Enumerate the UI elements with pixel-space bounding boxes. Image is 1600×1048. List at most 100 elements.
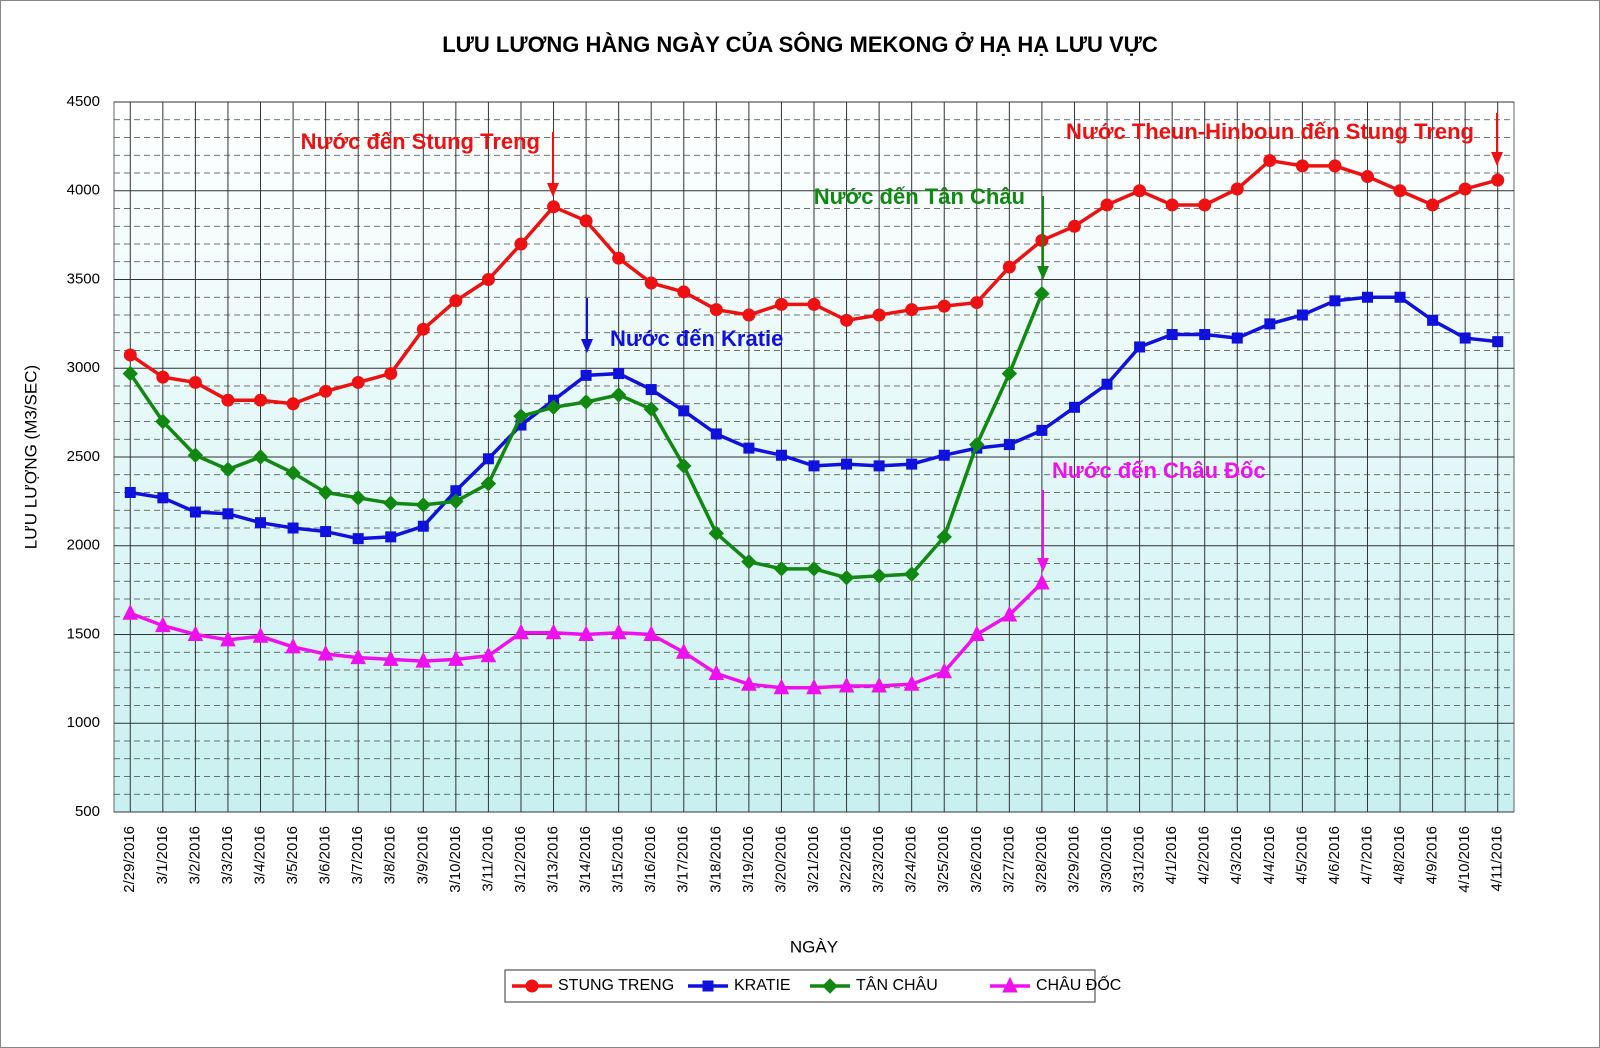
- data-point: [1296, 309, 1308, 321]
- data-point: [1035, 233, 1049, 247]
- data-point: [742, 308, 756, 322]
- data-point: [255, 517, 267, 529]
- data-point: [1230, 182, 1244, 196]
- data-point: [610, 387, 627, 403]
- data-point: [1133, 184, 1147, 198]
- x-tick-label: 3/9/2016: [414, 826, 431, 884]
- x-tick-label: 3/24/2016: [903, 826, 920, 893]
- data-point: [710, 428, 722, 440]
- data-point: [1458, 182, 1472, 196]
- data-point: [643, 401, 659, 417]
- data-point: [415, 497, 432, 513]
- data-point: [676, 458, 692, 474]
- x-tick-label: 3/20/2016: [772, 826, 789, 893]
- x-tick-label: 3/21/2016: [805, 826, 822, 893]
- arrow-head: [581, 339, 593, 353]
- data-point: [1427, 314, 1439, 326]
- data-point: [774, 297, 788, 311]
- data-point: [124, 487, 136, 498]
- y-tick-label: 3500: [67, 270, 100, 287]
- data-point: [1165, 198, 1179, 212]
- x-axis-label: NGÀY: [790, 937, 838, 956]
- data-point: [448, 493, 464, 510]
- x-tick-label: 3/16/2016: [642, 826, 659, 893]
- data-point: [1067, 219, 1081, 233]
- data-point: [806, 561, 822, 577]
- y-tick-label: 2000: [67, 537, 100, 554]
- data-point: [1068, 401, 1080, 413]
- data-point: [579, 214, 593, 228]
- data-point: [384, 367, 398, 381]
- x-tick-label: 3/31/2016: [1131, 826, 1148, 893]
- data-point: [1329, 295, 1341, 307]
- data-point: [482, 453, 494, 465]
- data-point: [1393, 184, 1407, 198]
- data-point: [741, 675, 757, 691]
- legend-marker: [1002, 976, 1018, 993]
- arrow-head: [1491, 152, 1503, 166]
- x-tick-label: 3/28/2016: [1033, 826, 1050, 893]
- data-point: [677, 285, 691, 299]
- data-point: [1491, 173, 1505, 187]
- data-point: [189, 506, 201, 518]
- data-point: [254, 393, 268, 407]
- data-point: [807, 297, 821, 311]
- data-point: [385, 531, 397, 543]
- data-point: [808, 460, 820, 472]
- x-tick-label: 4/11/2016: [1489, 826, 1506, 892]
- y-tick-label: 500: [75, 803, 100, 820]
- arrow-head: [1037, 266, 1049, 280]
- data-point: [1264, 318, 1276, 330]
- x-tick-label: 3/18/2016: [707, 826, 724, 893]
- x-tick-label: 3/12/2016: [512, 826, 529, 893]
- data-point: [1034, 285, 1050, 302]
- x-tick-label: 3/5/2016: [284, 826, 301, 884]
- data-point: [220, 630, 236, 647]
- data-point: [187, 447, 204, 463]
- data-point: [678, 405, 690, 417]
- data-point: [1231, 332, 1243, 344]
- annotation: Nước đến Kratie: [610, 326, 783, 351]
- data-point: [708, 664, 725, 681]
- data-point: [871, 676, 887, 693]
- x-tick-label: 3/7/2016: [349, 826, 366, 884]
- x-tick-label: 4/7/2016: [1358, 826, 1375, 884]
- x-tick-label: 3/6/2016: [317, 826, 334, 884]
- data-point: [1134, 341, 1146, 353]
- data-point: [317, 644, 334, 661]
- x-tick-label: 3/8/2016: [382, 826, 399, 884]
- x-tick-label: 4/9/2016: [1424, 826, 1441, 884]
- x-tick-label: 4/6/2016: [1326, 826, 1343, 884]
- data-point: [222, 508, 234, 520]
- data-point: [122, 604, 139, 620]
- arrow-head: [1037, 558, 1049, 572]
- data-point: [448, 650, 464, 666]
- data-point: [285, 465, 301, 481]
- x-tick-label: 3/15/2016: [610, 826, 627, 893]
- y-tick-label: 4500: [67, 93, 100, 110]
- data-point: [873, 460, 885, 472]
- data-point: [155, 413, 171, 430]
- data-point: [743, 442, 755, 454]
- data-point: [187, 625, 204, 641]
- data-point: [1360, 170, 1374, 184]
- data-point: [155, 616, 171, 633]
- data-point: [480, 646, 497, 663]
- data-point: [872, 308, 886, 322]
- data-point: [906, 458, 918, 470]
- data-point: [320, 526, 332, 538]
- data-point: [936, 529, 952, 545]
- x-tick-label: 3/25/2016: [935, 826, 952, 893]
- x-tick-label: 4/10/2016: [1456, 826, 1473, 893]
- data-point: [287, 522, 299, 534]
- data-point: [416, 322, 430, 336]
- data-point: [613, 368, 625, 380]
- data-point: [1100, 198, 1114, 212]
- legend-marker: [822, 978, 838, 994]
- data-point: [1492, 336, 1504, 348]
- data-point: [675, 643, 692, 659]
- y-tick-label: 3000: [67, 359, 100, 376]
- data-point: [350, 648, 366, 665]
- data-point: [838, 569, 855, 586]
- x-tick-label: 3/2/2016: [186, 826, 203, 884]
